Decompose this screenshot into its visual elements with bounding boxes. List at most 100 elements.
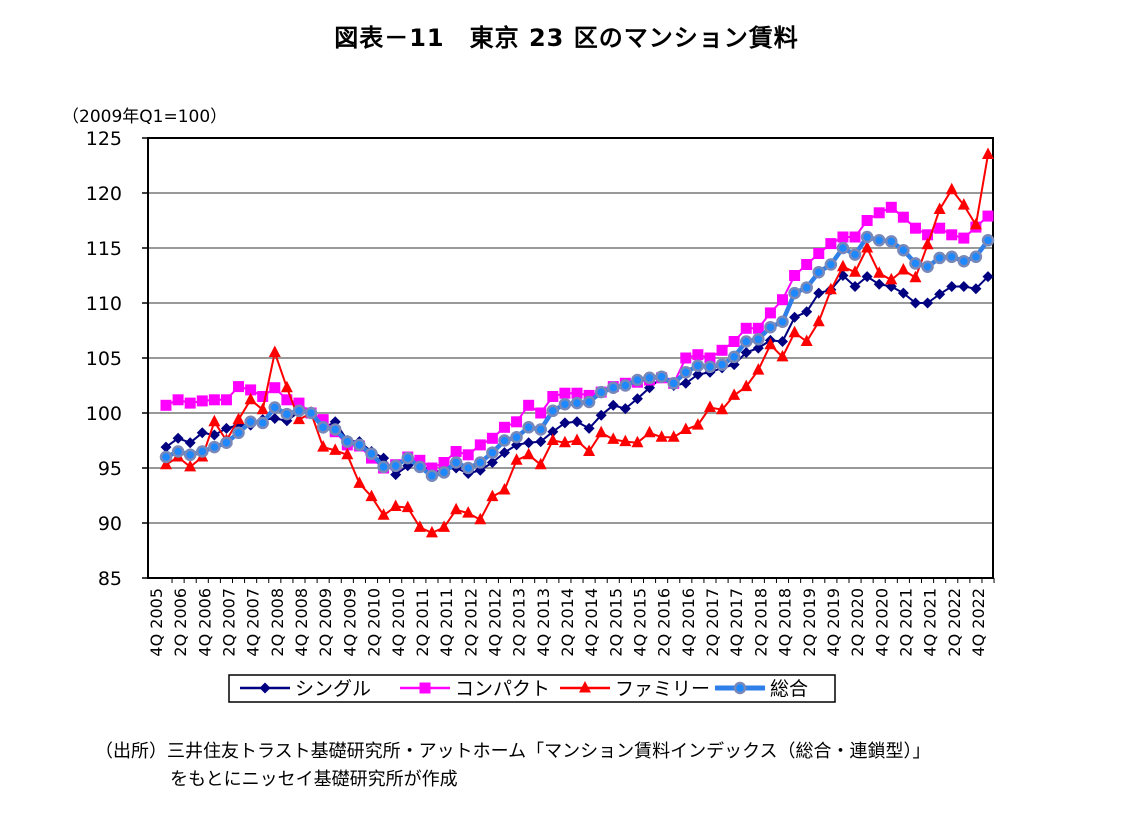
data-point-diamond bbox=[571, 416, 583, 428]
data-point-circle bbox=[377, 460, 390, 474]
data-point-square bbox=[873, 207, 885, 219]
data-point-diamond bbox=[970, 283, 982, 295]
data-point-circle bbox=[461, 461, 475, 475]
data-point-triangle bbox=[703, 400, 716, 412]
y-tick-label: 100 bbox=[86, 403, 122, 425]
data-point-square bbox=[885, 201, 897, 213]
x-tick-label: 2Q 2013 bbox=[510, 588, 529, 657]
data-point-square bbox=[486, 432, 498, 444]
data-point-circle bbox=[280, 407, 294, 421]
y-tick-label: 105 bbox=[86, 348, 122, 370]
x-tick-label: 4Q 2009 bbox=[340, 588, 359, 657]
data-point-square bbox=[426, 462, 438, 474]
data-point-diamond bbox=[813, 287, 825, 299]
x-tick-label: 4Q 2008 bbox=[292, 588, 311, 657]
data-point-triangle bbox=[691, 418, 704, 430]
x-tick-label: 2Q 2007 bbox=[220, 588, 239, 657]
data-point-triangle bbox=[740, 379, 753, 392]
data-point-circle bbox=[558, 397, 572, 411]
data-point-triangle bbox=[389, 499, 402, 511]
data-point-circle bbox=[437, 466, 451, 479]
data-point-triangle bbox=[317, 440, 330, 452]
x-tick-label: 2Q 2011 bbox=[413, 588, 432, 657]
data-point-circle bbox=[534, 423, 547, 436]
data-point-triangle bbox=[498, 483, 511, 495]
x-tick-label: 2Q 2016 bbox=[655, 588, 674, 657]
data-point-circle bbox=[353, 438, 366, 452]
data-point-circle bbox=[546, 404, 560, 418]
data-point-diamond bbox=[619, 403, 631, 415]
data-point-triangle bbox=[450, 502, 463, 515]
data-point-triangle bbox=[631, 435, 644, 448]
data-point-diamond bbox=[873, 278, 885, 290]
data-point-circle bbox=[607, 381, 620, 394]
data-point-triangle bbox=[595, 425, 608, 438]
data-point-circle bbox=[764, 320, 777, 334]
data-point-square bbox=[680, 352, 692, 364]
data-point-square bbox=[535, 407, 547, 419]
data-point-square bbox=[740, 322, 752, 334]
data-point-circle bbox=[788, 286, 801, 300]
data-point-circle bbox=[631, 373, 644, 387]
data-point-circle bbox=[413, 460, 427, 474]
legend-marker-circle bbox=[733, 681, 747, 695]
data-point-circle bbox=[872, 234, 886, 247]
data-point-circle bbox=[522, 421, 535, 434]
data-point-diamond bbox=[740, 347, 752, 358]
data-point-triangle bbox=[619, 434, 632, 447]
y-axis-ticks: 85 90 95 100 105 110 115 120 125 bbox=[86, 128, 148, 590]
data-point-circle bbox=[486, 446, 499, 459]
data-point-circle bbox=[232, 426, 245, 440]
x-tick-label: 4Q 2018 bbox=[776, 588, 795, 657]
data-point-square bbox=[958, 232, 970, 244]
data-point-square bbox=[813, 248, 825, 259]
data-point-square bbox=[982, 210, 994, 222]
data-point-triangle bbox=[583, 444, 596, 456]
data-point-square bbox=[233, 381, 245, 393]
data-point-square bbox=[704, 352, 716, 364]
data-point-circle bbox=[449, 456, 463, 469]
data-point-triangle bbox=[474, 512, 487, 525]
data-point-diamond bbox=[631, 393, 643, 405]
data-point-triangle bbox=[982, 147, 994, 159]
data-point-circle bbox=[739, 335, 753, 348]
data-point-triangle bbox=[897, 263, 910, 275]
x-tick-label: 2Q 2022 bbox=[945, 588, 964, 657]
x-tick-label: 4Q 2019 bbox=[824, 588, 843, 657]
y-tick-label: 115 bbox=[86, 238, 122, 260]
data-point-square bbox=[208, 394, 220, 406]
data-point-circle bbox=[570, 396, 584, 410]
data-point-circle bbox=[981, 234, 995, 247]
data-point-triangle bbox=[861, 241, 874, 253]
x-tick-label: 4Q 2010 bbox=[389, 588, 408, 657]
y-tick-label: 85 bbox=[98, 568, 122, 590]
data-point-triangle bbox=[208, 414, 221, 427]
data-point-square bbox=[438, 457, 450, 468]
data-point-circle bbox=[703, 360, 717, 374]
data-point-diamond bbox=[184, 437, 196, 449]
x-tick-label: 2Q 2021 bbox=[896, 588, 915, 657]
data-point-triangle bbox=[413, 520, 426, 532]
data-point-circle bbox=[244, 415, 257, 429]
x-tick-label: 2Q 2010 bbox=[365, 588, 384, 657]
data-point-circle bbox=[836, 241, 850, 255]
data-point-square bbox=[559, 387, 571, 399]
data-point-square bbox=[849, 231, 861, 243]
data-point-circle bbox=[196, 445, 209, 458]
data-point-triangle bbox=[800, 334, 813, 346]
data-point-square bbox=[269, 382, 281, 394]
data-point-triangle bbox=[522, 447, 535, 460]
data-point-diamond bbox=[523, 437, 535, 449]
data-point-circle bbox=[256, 416, 269, 430]
data-point-square bbox=[281, 394, 293, 406]
data-point-diamond bbox=[595, 409, 607, 421]
legend-label: ファミリー bbox=[615, 678, 710, 700]
data-point-triangle bbox=[849, 265, 862, 277]
legend-label: コンパクト bbox=[455, 678, 550, 700]
data-point-square bbox=[897, 211, 909, 223]
data-point-diamond bbox=[269, 413, 281, 424]
data-point-square bbox=[196, 395, 208, 407]
data-point-triangle bbox=[667, 430, 680, 442]
data-point-diamond bbox=[982, 271, 994, 283]
series-2 bbox=[160, 147, 994, 538]
